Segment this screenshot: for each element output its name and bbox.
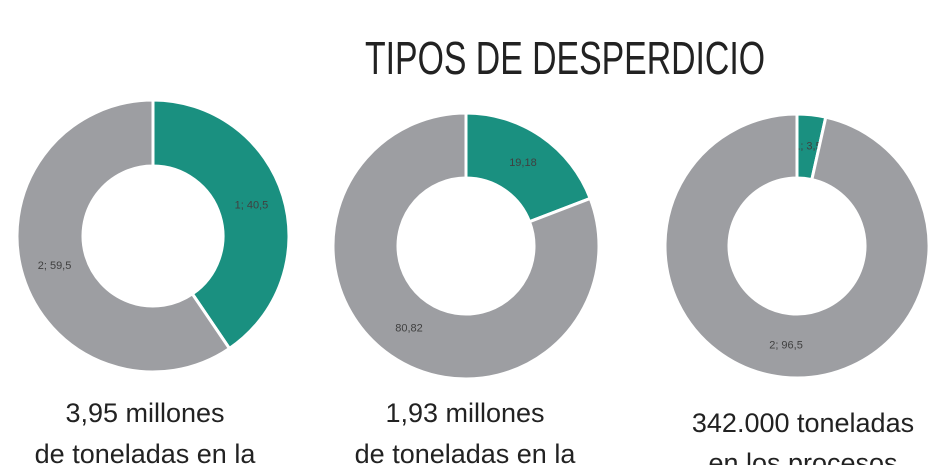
donut-slice (15, 98, 232, 374)
donut-slice (331, 111, 601, 381)
caption: de toneladas en la (35, 439, 257, 465)
caption: de toneladas en la (355, 439, 577, 465)
caption: 342.000 toneladas (692, 408, 914, 438)
data-label: 1; 40,5 (235, 200, 269, 212)
donut-slice (151, 98, 291, 351)
data-label: 1; 3,5 (794, 141, 822, 153)
caption: en los procesos (708, 448, 897, 465)
donut-slice (663, 112, 931, 380)
data-label: 2; 59,5 (38, 260, 72, 272)
data-label: 80,82 (395, 323, 423, 335)
caption: 1,93 millones (385, 398, 544, 428)
chart-title: TIPOS DE DESPERDICIO (365, 32, 765, 84)
donut-slice (464, 111, 593, 224)
caption: 3,95 millones (65, 398, 224, 428)
data-label: 2; 96,5 (769, 339, 803, 351)
data-label: 19,18 (509, 157, 537, 169)
